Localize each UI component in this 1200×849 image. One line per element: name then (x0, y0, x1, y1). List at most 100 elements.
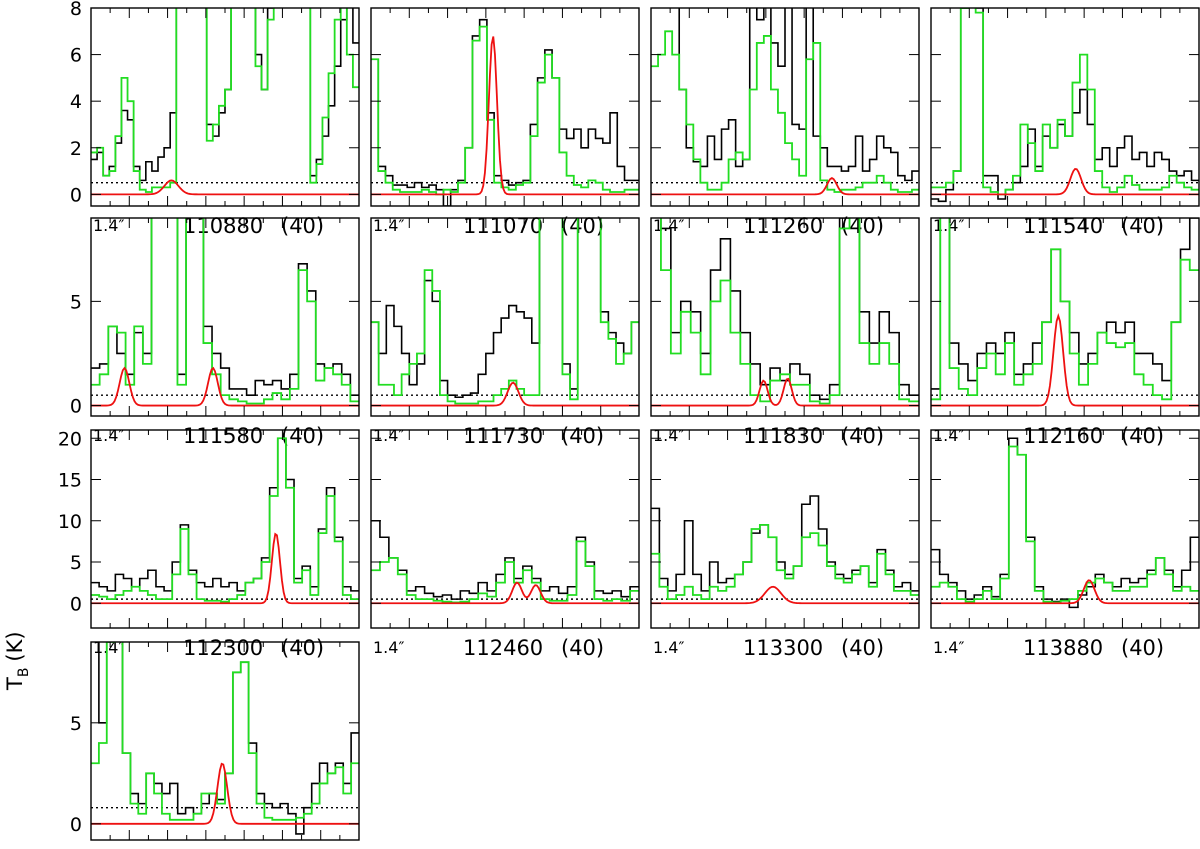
plot-area (931, 437, 1199, 609)
frequency-label: 111580 (183, 424, 263, 448)
observed-spectrum (931, 437, 1199, 609)
spectrum-panel: 1.4″ 112160 (40) (930, 217, 1200, 448)
plot-area (371, 218, 639, 407)
plot-area (91, 642, 359, 835)
y-tick-label: 5 (70, 552, 82, 574)
plot-area (651, 218, 919, 407)
model-all-species (931, 8, 1199, 196)
velocity-range-label: (40) (1121, 424, 1164, 448)
panel-frame (370, 217, 640, 417)
panel-frame (930, 7, 1200, 207)
velocity-range-label: (40) (561, 636, 604, 660)
model-species-spectrum (371, 36, 639, 196)
y-tick-label: 4 (70, 91, 82, 113)
model-all-species (91, 218, 359, 405)
y-tick-label: 20 (58, 428, 82, 450)
observed-spectrum (371, 218, 639, 399)
panel-frame (90, 217, 360, 417)
observed-spectrum (651, 495, 919, 592)
frequency-label: 112160 (1023, 424, 1103, 448)
velocity-range-label: (40) (841, 636, 884, 660)
observed-spectrum (931, 8, 1199, 203)
plot-area (371, 519, 639, 605)
model-all-species (651, 30, 919, 193)
observed-spectrum (371, 18, 639, 206)
model-all-species (91, 437, 359, 603)
spectrum-panel: 0 5 10 15 20 1.4″ 112300 (40) (58, 428, 360, 660)
y-tick-label: 0 (70, 396, 82, 418)
y-tick-label: 0 (70, 184, 82, 206)
spectrum-panel: 1.4″ 111540 (40) (930, 7, 1200, 238)
model-species-spectrum (91, 762, 359, 825)
y-tick-label: 0 (70, 814, 82, 836)
model-species-spectrum (931, 312, 1199, 407)
observed-spectrum (678, 8, 919, 182)
y-tick-label: 10 (58, 511, 82, 533)
velocity-range-label: (40) (281, 424, 324, 448)
beam-size-label: 1.4″ (653, 638, 684, 657)
velocity-range-label: (40) (841, 424, 884, 448)
beam-size-label: 1.4″ (653, 216, 684, 235)
model-species-spectrum (651, 177, 919, 196)
model-species-spectrum (931, 167, 1199, 196)
model-species-spectrum (651, 585, 919, 605)
model-all-species (931, 218, 1199, 401)
beam-size-label: 1.4″ (653, 426, 684, 445)
spectrum-panel: 1.4″ 113300 (40) (650, 429, 920, 660)
velocity-range-label: (40) (1121, 636, 1164, 660)
spectrum-panel: 1.4″ 111070 (40) (370, 7, 640, 238)
panel-frame (370, 7, 640, 207)
model-all-species (651, 523, 919, 601)
model-species-spectrum (931, 579, 1199, 605)
plot-area (91, 437, 359, 605)
y-tick-label: 5 (70, 291, 82, 313)
beam-size-label: 1.4″ (933, 426, 964, 445)
plot-area (91, 218, 359, 407)
plot-area (931, 218, 1199, 407)
plot-area (371, 18, 639, 206)
model-species-spectrum (91, 366, 359, 407)
frequency-label: 111830 (743, 424, 823, 448)
plot-area (931, 8, 1199, 203)
model-species-spectrum (651, 377, 919, 407)
beam-size-label: 1.4″ (93, 426, 124, 445)
y-tick-label: 2 (70, 138, 82, 160)
y-axis-title: TB(K) (3, 631, 32, 691)
spectrum-panel: 1.4″ 113880 (40) (930, 429, 1200, 660)
velocity-range-label: (40) (561, 424, 604, 448)
plot-area (651, 495, 919, 605)
model-all-species (371, 25, 639, 196)
frequency-label: 113300 (743, 636, 823, 660)
beam-size-label: 1.4″ (933, 638, 964, 657)
beam-size-label: 1.4″ (93, 638, 124, 657)
plot-area (651, 8, 919, 196)
frequency-label: 113880 (1023, 636, 1103, 660)
panel-frame (930, 429, 1200, 629)
model-species-spectrum (371, 381, 639, 407)
beam-size-label: 1.4″ (373, 638, 404, 657)
frequency-label: 112460 (463, 636, 543, 660)
spectrum-panel: 1.4″ 112460 (40) (370, 429, 640, 660)
beam-size-label: 1.4″ (373, 426, 404, 445)
panel-frame (930, 217, 1200, 417)
y-tick-label: 0 (70, 593, 82, 615)
plot-area (91, 8, 359, 196)
observed-spectrum (660, 218, 919, 401)
model-species-spectrum (91, 532, 359, 605)
y-tick-label: 15 (58, 470, 82, 492)
model-all-species (660, 218, 919, 405)
frequency-label: 111730 (463, 424, 543, 448)
y-tick-label: 6 (70, 45, 82, 67)
model-all-species (91, 8, 359, 193)
y-tick-label: 5 (70, 713, 82, 735)
beam-size-label: 1.4″ (93, 216, 124, 235)
model-species-spectrum (371, 581, 639, 605)
spectrum-panel: 1.4″ 111260 (40) (650, 7, 920, 238)
model-all-species (371, 540, 639, 604)
spectrum-panel: 1.4″ 111730 (40) (370, 217, 640, 448)
spectrum-panel: 1.4″ 111830 (40) (650, 217, 920, 448)
model-species-spectrum (91, 179, 359, 196)
